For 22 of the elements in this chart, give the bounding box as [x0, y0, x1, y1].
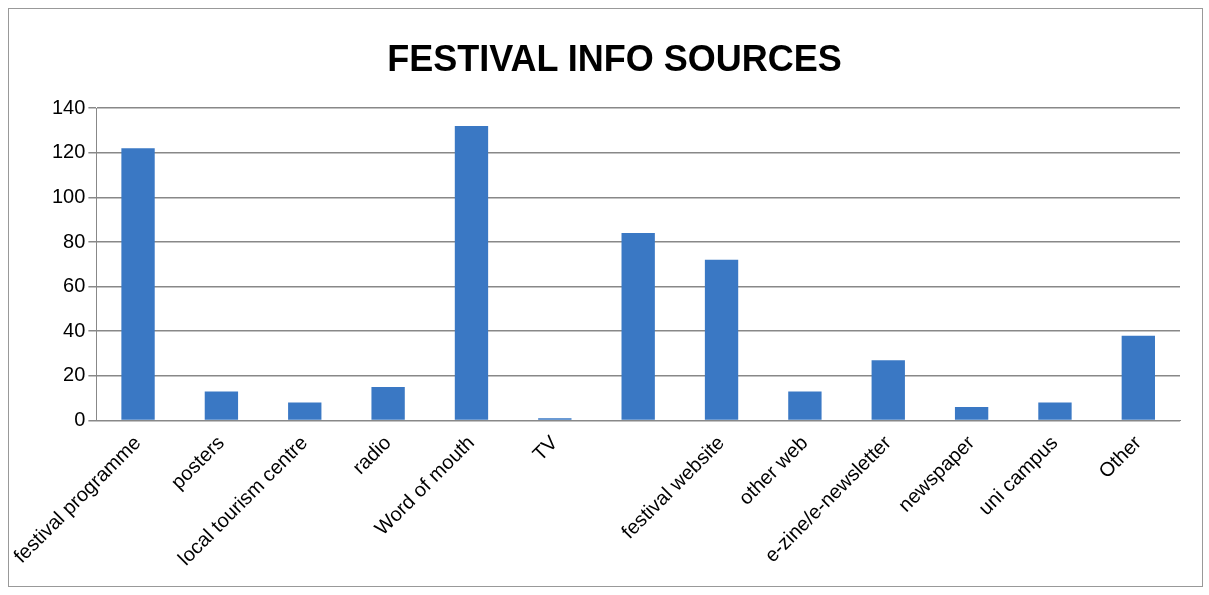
y-tick-label: 60: [63, 274, 86, 297]
y-tick-label: 120: [51, 140, 86, 163]
bar: [704, 259, 739, 420]
bar: [288, 402, 322, 420]
bar: [371, 386, 405, 420]
bar: [204, 391, 239, 420]
y-tick-label: 20: [63, 363, 86, 386]
y-tick-label: 0: [74, 407, 86, 430]
bar: [1038, 402, 1072, 420]
bar: [621, 233, 655, 420]
bar: [788, 391, 822, 420]
y-tick-label: 40: [63, 318, 86, 341]
bar: [1121, 335, 1155, 420]
y-tick-label: 80: [63, 229, 86, 252]
bar: [954, 407, 989, 420]
y-tick-label: 100: [51, 184, 86, 207]
bar: [871, 360, 905, 420]
bar: [454, 126, 489, 420]
x-tick-label: TV: [527, 430, 563, 465]
chart-title: FESTIVAL INFO SOURCES: [387, 37, 842, 79]
bar: [121, 148, 155, 420]
y-tick-label: 140: [51, 95, 86, 118]
